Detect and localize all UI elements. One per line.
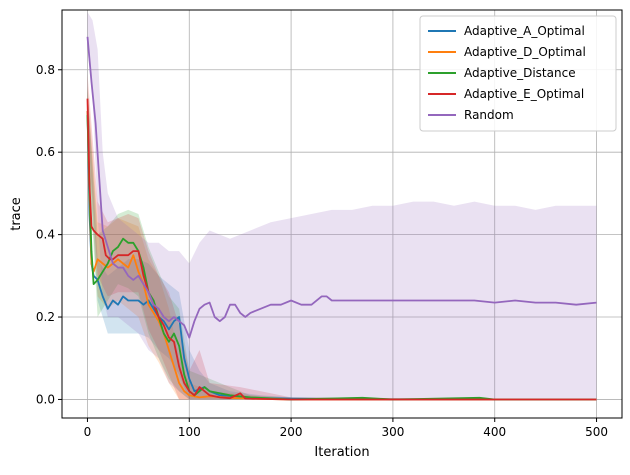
legend: Adaptive_A_Optimal Adaptive_D_Optimal Adap…	[419, 15, 617, 132]
line-random	[86, 36, 597, 339]
confidence-bands	[87, 12, 597, 400]
legend-label-random: Random	[464, 108, 514, 122]
band-random	[87, 12, 597, 400]
x-tick-label: 300	[381, 425, 404, 439]
x-tick-label: 200	[280, 425, 303, 439]
x-tick-label: 500	[585, 425, 608, 439]
legend-box	[419, 15, 617, 132]
line-adaptive-e-optimal	[86, 98, 597, 401]
x-tick-label: 400	[483, 425, 506, 439]
x-tick-label: 0	[84, 425, 92, 439]
y-axis-label: trace	[9, 197, 24, 231]
series-lines	[86, 36, 597, 401]
y-tick-label: 0.6	[36, 145, 55, 159]
axis-ticks: 0 100 200 300 400 500 0.0 0.2 0.4 0.6 0.8	[36, 63, 608, 439]
x-axis-label: Iteration	[314, 445, 369, 460]
legend-label-adaptive-a-optimal: Adaptive_A_Optimal	[464, 24, 585, 38]
plot-frame	[61, 9, 623, 419]
x-tick-label: 100	[178, 425, 201, 439]
y-tick-label: 0.4	[36, 228, 55, 242]
line-adaptive-a-optimal	[86, 110, 597, 401]
y-tick-label: 0.8	[36, 63, 55, 77]
legend-label-adaptive-d-optimal: Adaptive_D_Optimal	[464, 45, 586, 59]
legend-label-adaptive-e-optimal: Adaptive_E_Optimal	[464, 87, 584, 101]
line-adaptive-d-optimal	[86, 110, 597, 401]
legend-label-adaptive-distance: Adaptive_Distance	[464, 66, 576, 80]
y-tick-label: 0.0	[36, 392, 55, 406]
y-tick-label: 0.2	[36, 310, 55, 324]
